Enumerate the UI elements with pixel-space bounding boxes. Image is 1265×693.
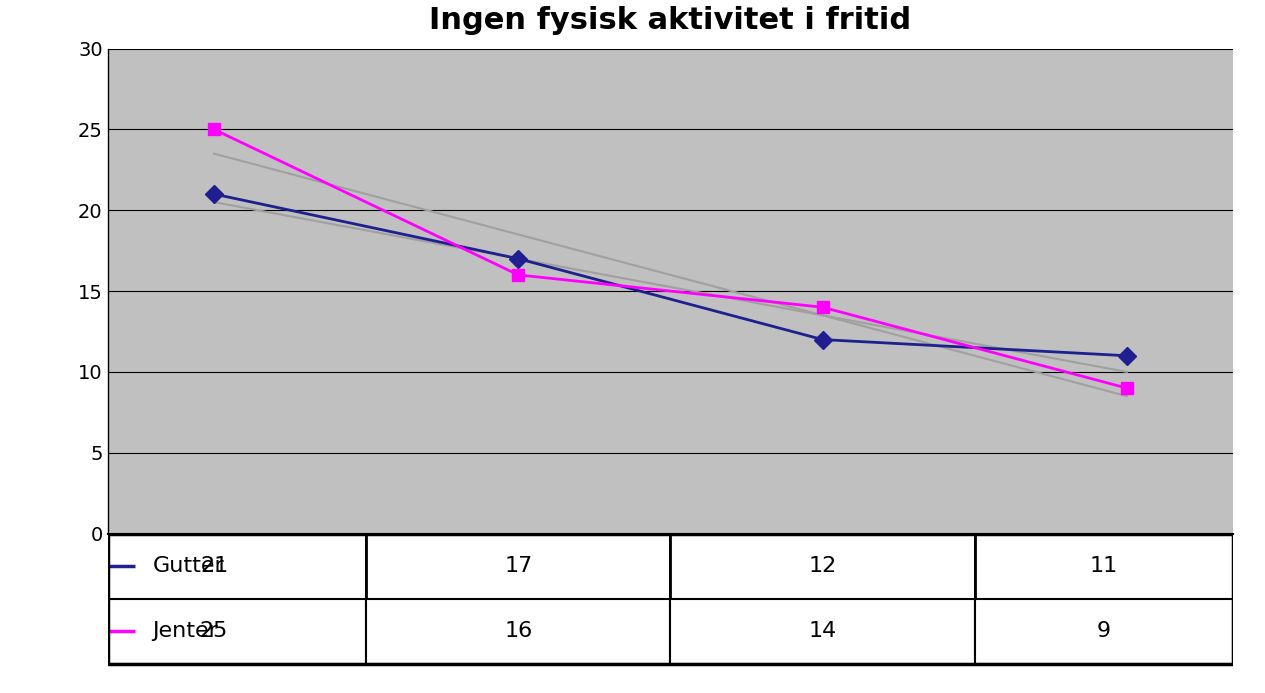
Bar <box>366 534 670 599</box>
Text: Jenter: Jenter <box>152 622 218 641</box>
Bar <box>975 599 1233 664</box>
Bar <box>975 534 1233 599</box>
Text: 16: 16 <box>505 622 533 641</box>
Bar <box>62 534 366 599</box>
Bar <box>670 599 975 664</box>
Bar <box>62 599 366 664</box>
Text: 9: 9 <box>1097 622 1111 641</box>
Bar <box>62 534 108 599</box>
Text: 11: 11 <box>1090 556 1118 576</box>
Bar <box>366 599 670 664</box>
Text: 21: 21 <box>200 556 228 576</box>
Bar <box>62 599 108 664</box>
Text: Gutter: Gutter <box>152 556 224 576</box>
Text: 14: 14 <box>808 622 836 641</box>
Text: 12: 12 <box>808 556 836 576</box>
Title: Ingen fysisk aktivitet i fritid: Ingen fysisk aktivitet i fritid <box>429 6 912 35</box>
Text: 17: 17 <box>505 556 533 576</box>
Text: 25: 25 <box>200 622 228 641</box>
Bar <box>670 534 975 599</box>
